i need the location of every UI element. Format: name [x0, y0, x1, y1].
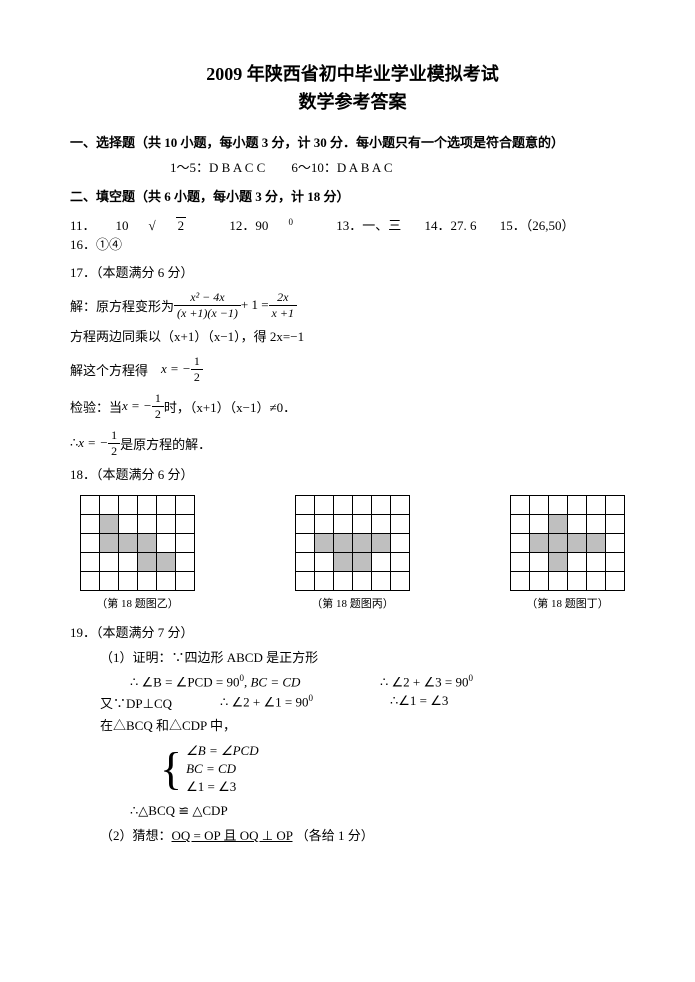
q16: 16．①④	[70, 234, 122, 253]
grid-1-caption: （第 18 题图乙）	[80, 595, 195, 611]
grid-3-caption: （第 18 题图丁）	[510, 595, 625, 611]
page: 2009 年陕西省初中毕业学业模拟考试 数学参考答案 一、选择题（共 10 小题…	[0, 0, 695, 982]
q18-header: 18．（本题满分 6 分）	[70, 465, 635, 486]
q19-l5: ∴△BCQ ≌ △CDP	[70, 801, 635, 822]
fill-in-row: 11．10√2 12．900 13．一、三 14．27. 6 15．（26,50…	[70, 215, 635, 253]
q18-grids: （第 18 题图乙） （第 18 题图丙） （第 18 题图丁）	[70, 495, 635, 611]
q19-brace: { ∠B = ∠PCD BC = CD ∠1 = ∠3	[70, 741, 635, 797]
brace-row-2: BC = CD	[186, 761, 259, 777]
grid-2-caption: （第 18 题图丙）	[295, 595, 410, 611]
brace-row-1: ∠B = ∠PCD	[186, 743, 259, 759]
grid-2	[295, 495, 410, 591]
q11: 11．10√2	[70, 215, 206, 234]
fraction-half-1: 1 2	[191, 354, 203, 385]
grid-3	[510, 495, 625, 591]
grid-block-1: （第 18 题图乙）	[80, 495, 195, 611]
q17-line3: 解这个方程得 x = − 1 2	[70, 354, 635, 385]
grid-block-2: （第 18 题图丙）	[295, 495, 410, 611]
fraction-half-2: 1 2	[152, 391, 164, 422]
q19-l3: 又∵DP⊥CQ ∴ ∠2 + ∠1 = 900 ∴∠1 = ∠3	[70, 693, 635, 712]
q17-header: 17．（本题满分 6 分）	[70, 263, 635, 284]
q19-l2: ∴ ∠B = ∠PCD = 900, BC = CD ∴ ∠2 + ∠3 = 9…	[70, 673, 635, 690]
q14: 14．27. 6	[424, 215, 476, 234]
q19-header: 19．（本题满分 7 分）	[70, 623, 635, 644]
title-line-2: 数学参考答案	[70, 88, 635, 114]
q17-line1: 解：原方程变形为 x² − 4x (x +1)(x −1) + 1 = 2x x…	[70, 290, 635, 321]
section-2-header: 二、填空题（共 6 小题，每小题 3 分，计 18 分）	[70, 186, 635, 205]
mc-answers: 1～5：D B A C C 6～10：D A B A C	[70, 157, 635, 176]
q19-l4: 在△BCQ 和△CDP 中，	[70, 716, 635, 737]
q17-line4: 检验：当 x = − 1 2 时，（x+1）（x−1）≠0．	[70, 391, 635, 422]
q19-l6: （2）猜想：OQ = OP 且 OQ ⊥ OP （各给 1 分）	[70, 826, 635, 847]
title-line-1: 2009 年陕西省初中毕业学业模拟考试	[70, 60, 635, 86]
q13: 13．一、三	[336, 215, 401, 234]
fraction-1: x² − 4x (x +1)(x −1)	[174, 290, 241, 321]
fraction-half-3: 1 2	[108, 428, 120, 459]
q17-line2: 方程两边同乘以（x+1）（x−1），得 2x=−1	[70, 327, 635, 348]
brace-row-3: ∠1 = ∠3	[186, 779, 259, 795]
q17-line5: ∴ x = − 1 2 是原方程的解．	[70, 428, 635, 459]
left-brace-icon: {	[160, 746, 182, 792]
q15: 15．（26,50）	[500, 215, 575, 234]
q12: 12．900	[229, 215, 313, 234]
grid-1	[80, 495, 195, 591]
grid-block-3: （第 18 题图丁）	[510, 495, 625, 611]
fraction-2: 2x x +1	[269, 290, 297, 321]
q19-l1: （1）证明：∵四边形 ABCD 是正方形	[70, 648, 635, 669]
section-1-header: 一、选择题（共 10 小题，每小题 3 分，计 30 分．每小题只有一个选项是符…	[70, 132, 635, 151]
